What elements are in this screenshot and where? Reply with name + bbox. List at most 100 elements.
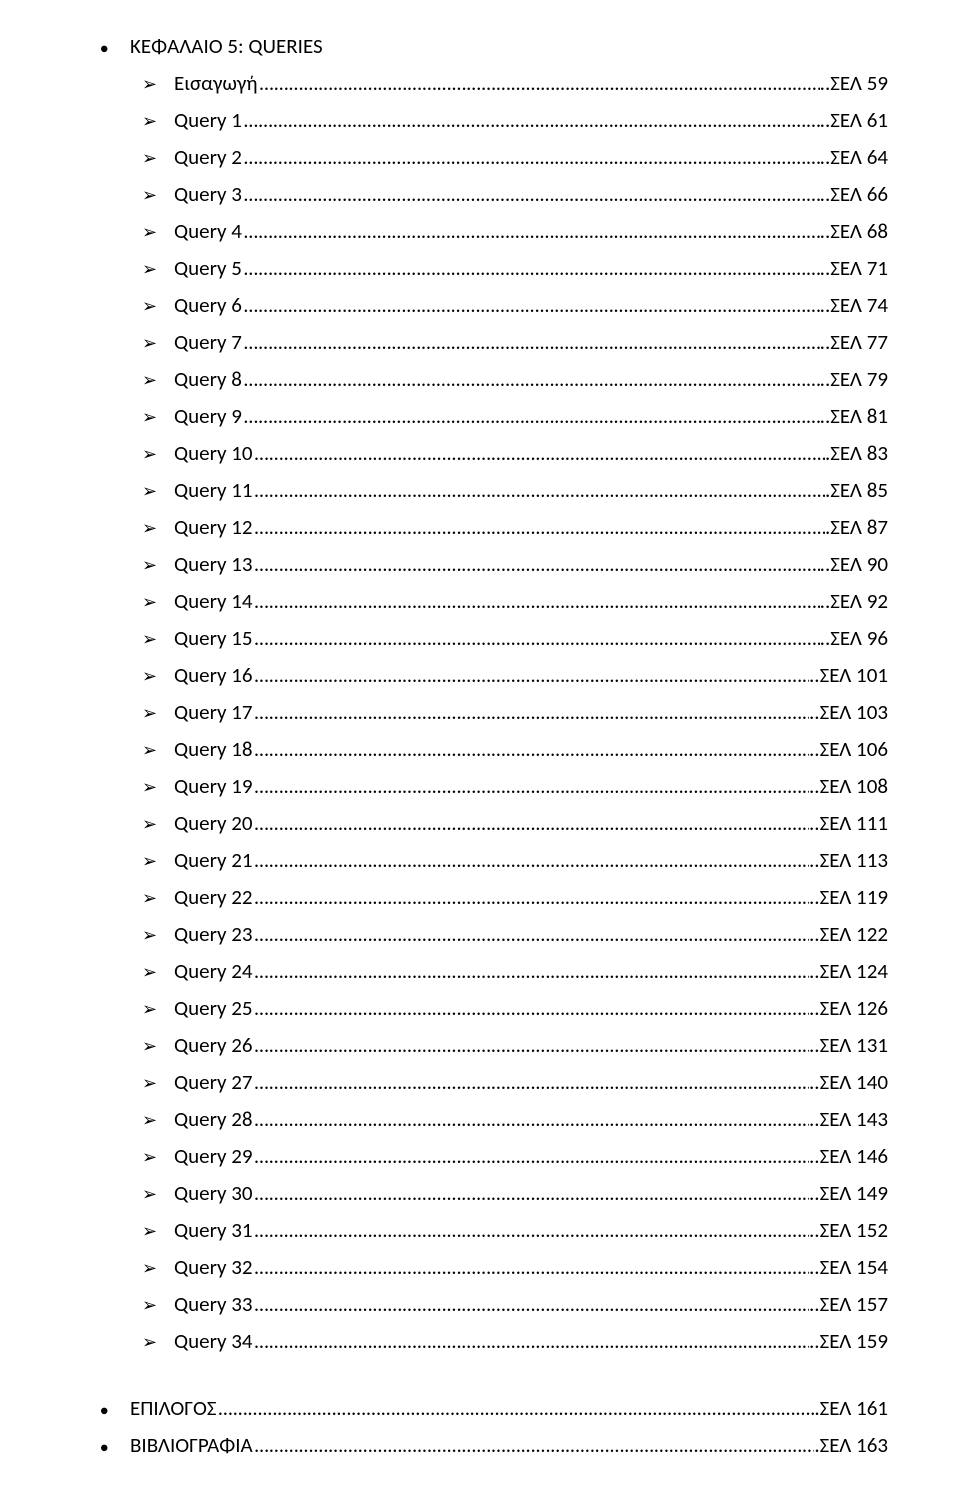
toc-line: Query 20……………………………………………………………………………………… (174, 807, 888, 840)
chevron-icon: ➢ (142, 737, 174, 765)
toc-item: ➢Query 33…………………………………………………………………………………… (142, 1288, 888, 1321)
toc-page: .ΣΕΛ 163 (814, 1429, 888, 1462)
leader-dots: …………………………………………………………………………………………………………… (253, 735, 809, 766)
toc-label: Query 32 (174, 1251, 253, 1284)
toc-line: Query 23……………………………………………………………………………………… (174, 918, 888, 951)
chevron-icon: ➢ (142, 700, 174, 728)
toc-line: Query 26……………………………………………………………………………………… (174, 1029, 888, 1062)
leader-dots: …………………………………………………………………………………………………………… (253, 1253, 809, 1284)
leader-dots: …………………………………………………………………………………………………………… (253, 1431, 815, 1462)
toc-label: Query 24 (174, 955, 253, 988)
toc-page: ..ΣΕΛ 90 (820, 548, 888, 581)
toc-item: ➢Query 21…………………………………………………………………………………… (142, 844, 888, 877)
toc-page: ..ΣΕΛ 108 (809, 770, 888, 803)
toc-item: ➢Query 12…………………………………………………………………………………… (142, 511, 888, 544)
toc-page: ..ΣΕΛ 77 (820, 326, 888, 359)
toc-item: ➢Query 1……………………………………………………………………………………… (142, 104, 888, 137)
toc-page: ..ΣΕΛ 106 (809, 733, 888, 766)
toc-line: Εισαγωγή……………………………………………………………………………………… (174, 67, 888, 100)
chevron-icon: ➢ (142, 478, 174, 506)
toc-page: ..ΣΕΛ 119 (809, 881, 888, 914)
toc-page: ..ΣΕΛ 157 (809, 1288, 888, 1321)
toc-page: .ΣΕΛ 161 (814, 1392, 888, 1425)
toc-line: ΕΠΙΛΟΓΟΣ……………………………………………………………………………………… (130, 1392, 888, 1425)
toc-label: Query 11 (174, 474, 253, 507)
toc-item: ➢Query 8……………………………………………………………………………………… (142, 363, 888, 396)
toc-line: Query 22……………………………………………………………………………………… (174, 881, 888, 914)
toc-item: ➢Query 28…………………………………………………………………………………… (142, 1103, 888, 1136)
chevron-icon: ➢ (142, 1033, 174, 1061)
toc-item: ➢Query 9……………………………………………………………………………………… (142, 400, 888, 433)
chevron-icon: ➢ (142, 1070, 174, 1098)
toc-label: Query 4 (174, 215, 242, 248)
chevron-icon: ➢ (142, 626, 174, 654)
toc-item: ➢Query 3……………………………………………………………………………………… (142, 178, 888, 211)
toc-page: ..ΣΕΛ 126 (809, 992, 888, 1025)
toc-page: ..ΣΕΛ 66 (820, 178, 888, 211)
toc-label: Query 26 (174, 1029, 253, 1062)
chevron-icon: ➢ (142, 1107, 174, 1135)
toc-label: Query 27 (174, 1066, 253, 1099)
toc-label: Query 12 (174, 511, 253, 544)
chevron-icon: ➢ (142, 663, 174, 691)
toc-line: Query 19……………………………………………………………………………………… (174, 770, 888, 803)
chevron-icon: ➢ (142, 552, 174, 580)
toc-item: ➢Εισαγωγή…………………………………………………………………………………… (142, 67, 888, 100)
leader-dots: …………………………………………………………………………………………………………… (242, 180, 820, 211)
toc-item: ➢Query 26…………………………………………………………………………………… (142, 1029, 888, 1062)
toc-line: Query 13……………………………………………………………………………………… (174, 548, 888, 581)
toc-line: Query 12……………………………………………………………………………………… (174, 511, 888, 544)
toc-label: Query 15 (174, 622, 253, 655)
toc-label: Query 25 (174, 992, 253, 1025)
toc-page: ..ΣΕΛ 159 (809, 1325, 888, 1358)
toc-page: ..ΣΕΛ 74 (820, 289, 888, 322)
leader-dots: …………………………………………………………………………………………………………… (217, 1394, 815, 1425)
chevron-icon: ➢ (142, 922, 174, 950)
leader-dots: …………………………………………………………………………………………………………… (253, 1142, 809, 1173)
toc-item: ➢Query 29…………………………………………………………………………………… (142, 1140, 888, 1173)
toc-item: ➢Query 19…………………………………………………………………………………… (142, 770, 888, 803)
chevron-icon: ➢ (142, 108, 174, 136)
toc-page: ..ΣΕΛ 152 (809, 1214, 888, 1247)
toc-label: Query 30 (174, 1177, 253, 1210)
toc-label: Query 6 (174, 289, 242, 322)
toc-label: Query 7 (174, 326, 242, 359)
toc-label: Query 20 (174, 807, 253, 840)
leader-dots: …………………………………………………………………………………………………………… (242, 291, 820, 322)
toc-line: Query 3………………………………………………………………………………………… (174, 178, 888, 211)
toc-item: ➢Query 15…………………………………………………………………………………… (142, 622, 888, 655)
toc-line: ΒΙΒΛΙΟΓΡΑΦΙΑ…………………………………………………………………………… (130, 1429, 888, 1462)
toc-label: Query 1 (174, 104, 242, 137)
toc-line: Query 27……………………………………………………………………………………… (174, 1066, 888, 1099)
leader-dots: …………………………………………………………………………………………………………… (253, 1068, 809, 1099)
toc-line: Query 4………………………………………………………………………………………… (174, 215, 888, 248)
leader-dots: …………………………………………………………………………………………………………… (242, 217, 820, 248)
toc-label: Query 9 (174, 400, 242, 433)
toc-label: Query 23 (174, 918, 253, 951)
toc-line: Query 11……………………………………………………………………………………… (174, 474, 888, 507)
toc-line: Query 7………………………………………………………………………………………… (174, 326, 888, 359)
leader-dots: …………………………………………………………………………………………………………… (253, 883, 809, 914)
toc-page: ..ΣΕΛ 122 (809, 918, 888, 951)
chevron-icon: ➢ (142, 145, 174, 173)
toc-items: ➢Εισαγωγή…………………………………………………………………………………… (72, 67, 888, 1358)
chevron-icon: ➢ (142, 959, 174, 987)
toc-line: Query 2………………………………………………………………………………………… (174, 141, 888, 174)
toc-item: ➢Query 2……………………………………………………………………………………… (142, 141, 888, 174)
toc-item: ➢Query 13…………………………………………………………………………………… (142, 548, 888, 581)
toc-page: ..ΣΕΛ 64 (820, 141, 888, 174)
leader-dots: …………………………………………………………………………………………………………… (242, 365, 820, 396)
leader-dots: …………………………………………………………………………………………………………… (253, 661, 809, 692)
chevron-icon: ➢ (142, 1292, 174, 1320)
chevron-icon: ➢ (142, 589, 174, 617)
leader-dots: …………………………………………………………………………………………………………… (253, 809, 809, 840)
toc-item: ➢Query 7……………………………………………………………………………………… (142, 326, 888, 359)
toc-page: ..ΣΕΛ 81 (820, 400, 888, 433)
toc-line: Query 29……………………………………………………………………………………… (174, 1140, 888, 1173)
toc-line: Query 1………………………………………………………………………………………… (174, 104, 888, 137)
toc-item: ➢Query 16…………………………………………………………………………………… (142, 659, 888, 692)
bullet-icon: ● (100, 1400, 130, 1422)
chevron-icon: ➢ (142, 441, 174, 469)
toc-label: Query 17 (174, 696, 253, 729)
leader-dots: …………………………………………………………………………………………………………… (253, 513, 825, 544)
